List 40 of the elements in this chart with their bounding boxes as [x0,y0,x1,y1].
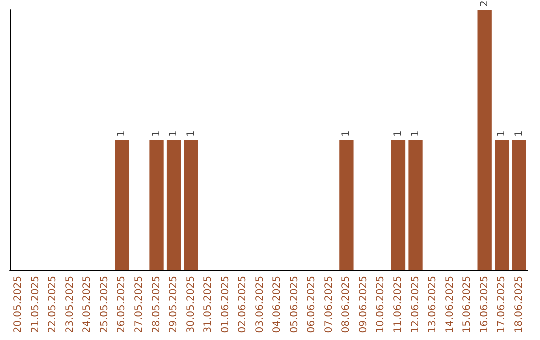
x-tick-label: 15.06.2025 [462,276,474,334]
data-label: 1 [393,130,404,137]
data-label: 1 [341,130,352,137]
x-tick-label: 28.05.2025 [151,276,162,334]
x-tick-label: 27.05.2025 [134,276,145,334]
x-tick-label: 16.06.2025 [479,276,490,334]
x-tick-label: 07.06.2025 [324,276,335,334]
data-label: 1 [151,130,162,137]
x-tick-label: 18.06.2025 [514,276,525,334]
x-tick-label: 31.05.2025 [203,276,214,334]
x-tick-label: 12.06.2025 [410,276,422,334]
x-tick-label: 03.06.2025 [254,276,266,334]
x-tick-label: 01.06.2025 [220,276,232,334]
x-tick-label: 29.05.2025 [168,276,180,334]
data-label: 1 [168,130,180,137]
x-tick-label: 09.06.2025 [358,276,370,334]
data-label: 1 [514,130,525,137]
x-tick-label: 30.05.2025 [186,276,197,334]
x-tick-label: 04.06.2025 [272,276,284,334]
data-label: 2 [479,0,490,7]
x-tick-label: 08.06.2025 [341,276,352,334]
x-tick-label: 20.05.2025 [13,276,24,334]
data-label: 1 [496,130,508,137]
data-label: 1 [410,130,422,137]
x-tick-label: 21.05.2025 [30,276,42,334]
x-tick-label: 13.06.2025 [428,276,439,334]
x-tick-label: 25.05.2025 [99,276,110,334]
x-tick-label: 02.06.2025 [238,276,249,334]
x-tick-label: 14.06.2025 [444,276,456,334]
data-label: 1 [116,130,128,137]
x-tick-label: 10.06.2025 [376,276,387,334]
x-tick-label: 24.05.2025 [82,276,94,334]
data-label: 1 [186,130,197,137]
x-tick-label: 17.06.2025 [496,276,508,334]
x-tick-label: 06.06.2025 [306,276,318,334]
x-tick-label: 23.05.2025 [64,276,76,334]
x-tick-label: 22.05.2025 [48,276,59,334]
x-tick-label: 05.06.2025 [289,276,300,334]
x-tick-label: 26.05.2025 [116,276,128,334]
x-tick-label: 11.06.2025 [393,276,404,334]
